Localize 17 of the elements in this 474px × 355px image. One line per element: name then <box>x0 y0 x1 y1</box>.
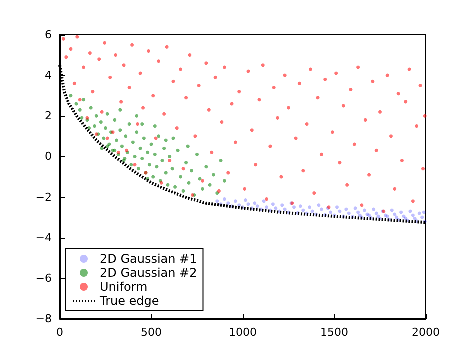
x-tick-label: 500 <box>141 326 162 339</box>
y-tick-label: 6 <box>45 28 52 42</box>
y-tick-label: 0 <box>45 150 52 164</box>
y-tick-label: −6 <box>36 272 52 285</box>
y-tick-label: 2 <box>45 110 52 123</box>
legend-label: 2D Gaussian #2 <box>100 266 198 280</box>
legend-label: True edge <box>99 294 160 308</box>
x-tick-label: 1500 <box>320 326 348 339</box>
y-tick-label: 4 <box>45 69 52 82</box>
y-tick-label: −8 <box>36 312 52 326</box>
y-tick-label: −4 <box>36 231 52 244</box>
x-tick-label: 0 <box>56 326 64 339</box>
legend-label: Uniform <box>100 280 148 294</box>
x-tick-label: 2000 <box>412 326 440 339</box>
x-tick-label: 1000 <box>229 326 257 339</box>
legend-label: 2D Gaussian #1 <box>100 252 198 266</box>
y-tick-label: −2 <box>36 190 52 204</box>
